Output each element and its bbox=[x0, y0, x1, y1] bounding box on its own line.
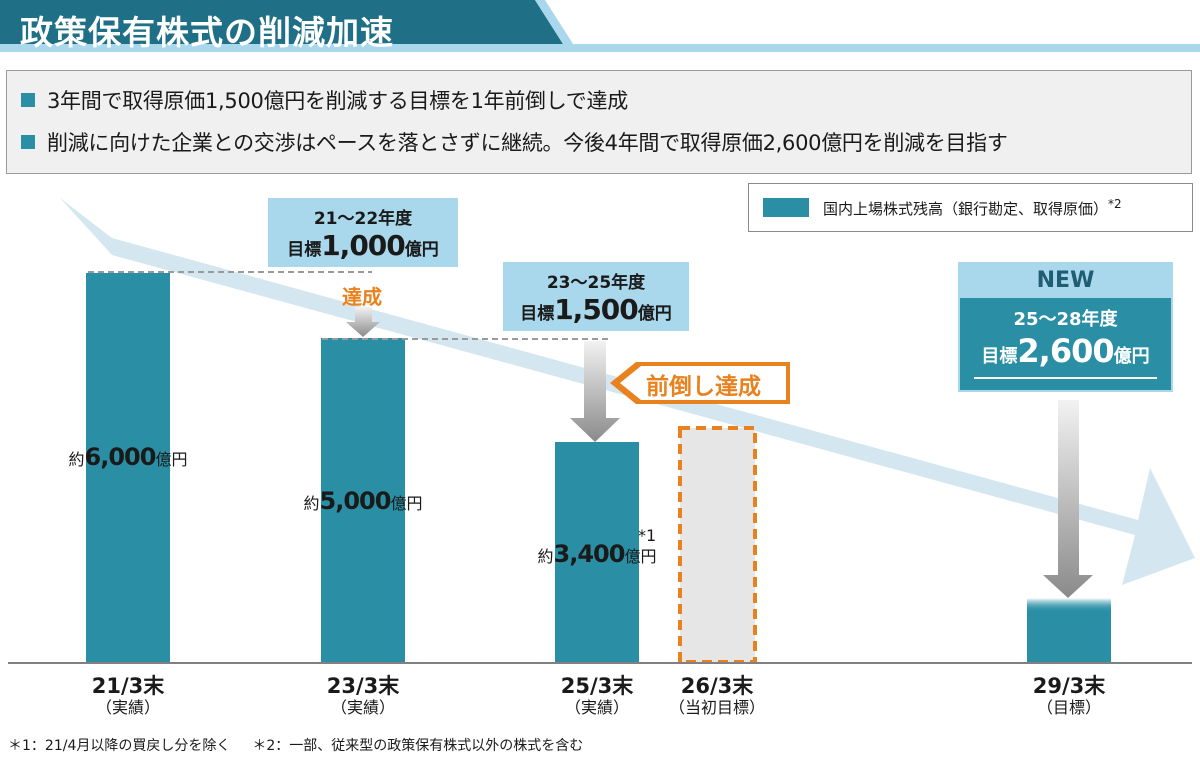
footnotes: ＊1：21/4月以降の買戻し分を除く ＊2：一部、従来型の政策保有株式以外の株式を… bbox=[8, 735, 583, 755]
placeholder-bar bbox=[678, 426, 757, 664]
bar-23/3末 bbox=[321, 338, 405, 663]
target-amount: 目標1,000億円 bbox=[287, 229, 439, 262]
x-tick-label: 23/3末 （実績） bbox=[326, 674, 400, 717]
new-badge: NEW bbox=[960, 264, 1171, 298]
early-achievement-label: 前倒し達成 bbox=[646, 374, 761, 400]
bar-25/3末 bbox=[555, 442, 639, 663]
summary-text: 削減に向けた企業との交渉はペースを落とさずに継続。今後4年間で取得原価2,600… bbox=[47, 131, 1008, 155]
x-tick-label: 29/3末 （目標） bbox=[1032, 674, 1106, 717]
summary-bullet: 削減に向けた企業との交渉はペースを落とさずに継続。今後4年間で取得原価2,600… bbox=[21, 127, 1008, 157]
target-period: 21～22年度 bbox=[313, 209, 413, 229]
footnote-1: ＊1：21/4月以降の買戻し分を除く bbox=[8, 738, 231, 754]
summary-text: 3年間で取得原価1,500億円を削減する目標を1年前倒しで達成 bbox=[47, 89, 628, 113]
bar-group bbox=[86, 273, 1111, 663]
title-banner bbox=[0, 0, 1200, 52]
footnote-marker: *1 bbox=[638, 526, 657, 545]
target-period: 23～25年度 bbox=[546, 273, 646, 293]
underline bbox=[974, 377, 1157, 379]
legend-swatch bbox=[763, 198, 809, 217]
legend-label: 国内上場株式残高（銀行勘定、取得原価）*2 bbox=[823, 197, 1122, 218]
down-arrow bbox=[1043, 400, 1093, 598]
x-tick-label: 25/3末 （実績） bbox=[560, 674, 634, 717]
chart-legend: 国内上場株式残高（銀行勘定、取得原価）*2 bbox=[748, 183, 1193, 232]
achieved-label: 達成 bbox=[342, 285, 382, 309]
down-arrow bbox=[570, 341, 620, 442]
value-label: 約5,000億円 bbox=[303, 487, 423, 515]
down-arrow bbox=[346, 307, 380, 337]
square-bullet-icon bbox=[21, 135, 35, 149]
target-amount: 目標1,500億円 bbox=[520, 293, 672, 326]
bar-fade bbox=[1027, 598, 1111, 612]
bar-21/3末 bbox=[86, 273, 170, 663]
summary-bullet: 3年間で取得原価1,500億円を削減する目標を1年前倒しで達成 bbox=[21, 85, 628, 115]
square-bullet-icon bbox=[21, 93, 35, 107]
footnote-2: ＊2：一部、従来型の政策保有株式以外の株式を含む bbox=[252, 738, 584, 754]
x-tick-label: 21/3末 （実績） bbox=[91, 674, 165, 717]
legend-note: *2 bbox=[1108, 197, 1122, 211]
value-label: 約6,000億円 bbox=[68, 443, 188, 471]
target-amount: 目標2,600億円 bbox=[981, 332, 1150, 370]
page-title: 政策保有株式の削減加速 bbox=[20, 13, 394, 52]
target-box-21-22: 21～22年度 目標1,000億円 bbox=[268, 198, 458, 267]
x-tick-label: 26/3末 （当初目標） bbox=[668, 674, 766, 717]
summary-box: 3年間で取得原価1,500億円を削減する目標を1年前倒しで達成 削減に向けた企業… bbox=[6, 70, 1192, 174]
target-box-23-25: 23～25年度 目標1,500億円 bbox=[503, 262, 689, 331]
value-label: 約3,400億円 bbox=[537, 540, 657, 568]
new-target-box: NEW 25～28年度 目標2,600億円 bbox=[958, 262, 1173, 392]
target-period: 25～28年度 bbox=[1013, 309, 1118, 330]
